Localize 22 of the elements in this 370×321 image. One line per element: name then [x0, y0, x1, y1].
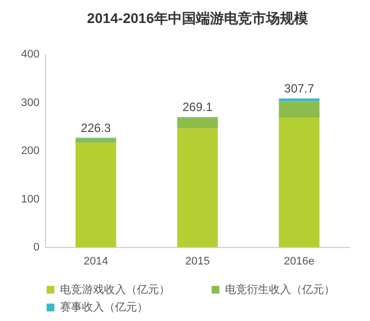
total-label: 307.7: [284, 82, 315, 96]
y-tick-label: 300: [21, 96, 40, 109]
total-label: 226.3: [80, 120, 112, 135]
x-tick-label: 2015: [185, 256, 210, 268]
x-tick-label: 2016e: [284, 256, 314, 268]
bar: [278, 101, 320, 118]
legend-label: 电竞衍生收入（亿元）: [225, 282, 335, 296]
bar: [177, 128, 218, 247]
y-tick-label: 0: [33, 242, 40, 254]
total-label: 269.1: [182, 100, 213, 114]
bar: [278, 98, 320, 102]
bar: [76, 138, 116, 143]
bar: [278, 118, 320, 247]
legend-label: 电竞游戏收入（亿元）: [60, 282, 170, 296]
legend-label: 赛事收入（亿元）: [60, 300, 148, 314]
y-tick-label: 400: [21, 48, 40, 60]
y-tick-label: 200: [21, 145, 40, 157]
bar: [76, 142, 116, 247]
y-tick-label: 100: [21, 193, 40, 206]
chart-title: 2014-2016年中国端游电竞市场规模: [87, 10, 309, 26]
x-tick-label: 2014: [84, 256, 108, 268]
bar: [177, 118, 218, 128]
